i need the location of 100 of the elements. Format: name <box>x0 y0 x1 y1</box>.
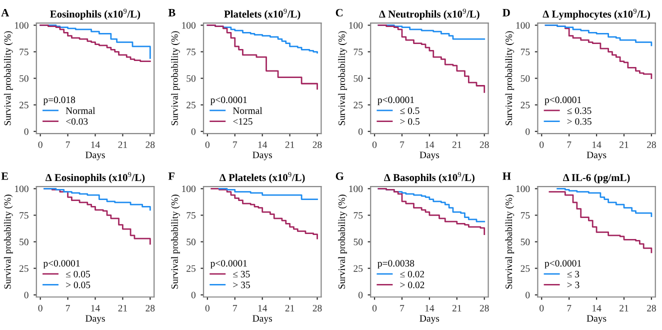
y-tick-label: 50 <box>186 75 196 82</box>
y-axis-title: Survival probability (%) <box>338 194 347 289</box>
x-tick-label: 0 <box>38 141 42 148</box>
legend-title: p<0.0001 <box>43 260 80 269</box>
chart-title: Platelets (x10$^{9}$/L) <box>224 8 300 20</box>
x-tick-label: 7 <box>567 305 572 312</box>
chart-title: Δ Lymphocytes (x10$^{9}$/L) <box>542 8 650 20</box>
legend-label: > 0.02 <box>400 282 424 288</box>
x-axis-title: Days <box>420 152 440 160</box>
x-tick-label: 0 <box>205 304 210 312</box>
x-axis-title: Days <box>420 315 440 324</box>
y-tick-label: 75 <box>186 48 196 56</box>
y-tick-label: 25 <box>354 265 363 272</box>
x-tick-label: 21 <box>118 304 127 312</box>
x-tick-label: 21 <box>620 141 628 148</box>
legend-label: Normal <box>232 107 262 114</box>
x-tick-label: 21 <box>285 141 294 148</box>
y-tick-label: 100 <box>182 22 196 29</box>
legend-label: <125 <box>233 118 252 125</box>
x-tick-label: 28 <box>312 141 322 148</box>
x-tick-label: 14 <box>91 304 100 312</box>
y-axis-title: Survival probability (%) <box>4 194 13 289</box>
legend-label: <0.03 <box>66 118 88 125</box>
x-tick-label: 28 <box>480 304 489 312</box>
x-tick-label: 28 <box>146 141 155 148</box>
chart-title: Δ Platelets (x10$^{9}$/L) <box>220 172 305 184</box>
chart-title: Eosinophils (x10$^{9}$/L) <box>50 8 140 20</box>
legend-label: ≤ 0.05 <box>66 270 90 278</box>
x-axis-title: Days <box>586 315 606 324</box>
legend-title: p<0.0001 <box>210 260 247 269</box>
y-tick-label: 50 <box>354 75 363 82</box>
y-tick-label: 75 <box>20 48 28 56</box>
y-tick-label: 25 <box>186 102 196 108</box>
x-tick-label: 7 <box>66 142 70 148</box>
text: H <box>502 172 511 180</box>
y-tick-label: 100 <box>182 186 196 192</box>
y-axis-title: Survival probability (%) <box>4 31 13 126</box>
text: F <box>168 172 174 180</box>
y-tick-label: 75 <box>20 212 28 219</box>
x-tick-label: 7 <box>233 305 238 312</box>
y-axis-title: Survival probability (%) <box>505 194 514 289</box>
y-tick-label: 25 <box>520 265 530 272</box>
legend-title: p<0.0001 <box>378 96 414 106</box>
y-tick-label: 0 <box>358 292 363 298</box>
y-tick-label: 0 <box>24 128 28 135</box>
y-tick-label: 75 <box>354 212 363 219</box>
chart-title: Δ Neutrophils (x10$^{9}$/L) <box>379 8 480 20</box>
x-tick-label: 0 <box>205 141 210 148</box>
y-tick-label: 0 <box>358 128 363 135</box>
legend-label: ≤ 3 <box>567 270 580 278</box>
legend-label: ≤ 0.5 <box>400 107 420 114</box>
y-tick-label: 75 <box>520 48 530 56</box>
x-tick-label: 0 <box>540 304 544 312</box>
x-tick-label: 7 <box>567 142 572 148</box>
x-tick-label: 14 <box>425 304 434 312</box>
text: G <box>336 172 344 180</box>
y-tick-label: 100 <box>15 22 28 29</box>
y-axis-title: Survival probability (%) <box>171 31 180 126</box>
y-tick-label: 50 <box>520 75 530 82</box>
y-tick-label: 50 <box>20 75 28 82</box>
x-tick-label: 14 <box>258 142 268 148</box>
y-tick-label: 25 <box>520 102 530 108</box>
x-tick-label: 0 <box>540 141 544 148</box>
text: D <box>502 9 510 16</box>
x-axis-title: Days <box>252 315 272 324</box>
x-tick-label: 14 <box>91 142 100 148</box>
x-tick-label: 14 <box>592 304 602 312</box>
y-tick-label: 0 <box>191 292 196 298</box>
x-tick-label: 21 <box>452 304 462 312</box>
legend-label: > 35 <box>233 282 250 288</box>
legend-label: > 0.35 <box>567 118 592 125</box>
legend-label: > 0.05 <box>66 282 90 288</box>
legend-label: > 3 <box>567 282 580 288</box>
legend-title: p=0.0038 <box>378 260 414 269</box>
chart-title: Δ Eosinophils (x10$^{9}$/L) <box>45 172 145 184</box>
legend-title: p=0.018 <box>43 96 76 106</box>
legend-title: p<0.0001 <box>210 96 247 106</box>
x-tick-label: 28 <box>647 304 656 312</box>
legend-title: p<0.0001 <box>544 96 582 106</box>
x-tick-label: 21 <box>452 141 462 148</box>
text: C <box>336 8 342 16</box>
legend-label: ≤ 0.35 <box>567 107 592 114</box>
x-axis-title: Days <box>252 152 272 160</box>
y-axis-title: Survival probability (%) <box>338 31 347 126</box>
x-tick-label: 0 <box>372 141 377 148</box>
chart-title: Δ Basophils (x10$^{9}$/L) <box>384 172 474 184</box>
y-tick-label: 100 <box>516 186 530 192</box>
x-tick-label: 14 <box>425 142 434 148</box>
y-tick-label: 50 <box>20 238 28 246</box>
y-tick-label: 100 <box>349 22 363 29</box>
y-tick-label: 25 <box>186 265 196 272</box>
text: A <box>1 8 10 16</box>
x-tick-label: 0 <box>38 304 42 312</box>
y-axis-title: Survival probability (%) <box>505 31 514 126</box>
x-tick-label: 7 <box>66 305 70 312</box>
x-axis-title: Days <box>586 152 606 160</box>
y-tick-label: 0 <box>191 128 196 135</box>
x-tick-label: 0 <box>372 304 377 312</box>
x-tick-label: 7 <box>233 142 238 148</box>
y-tick-label: 100 <box>15 186 28 192</box>
